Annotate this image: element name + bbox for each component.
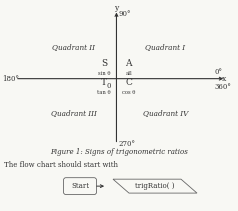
Text: S: S [101, 59, 107, 68]
Text: 0°: 0° [215, 68, 223, 76]
Text: trigRatio( ): trigRatio( ) [135, 182, 175, 190]
Text: tan θ: tan θ [98, 91, 111, 96]
Text: The flow chart should start with: The flow chart should start with [4, 161, 118, 169]
Text: Quadrant I: Quadrant I [145, 43, 185, 51]
Text: Figure 1: Signs of trigonometric ratios: Figure 1: Signs of trigonometric ratios [50, 148, 188, 156]
FancyBboxPatch shape [64, 178, 96, 195]
Text: Start: Start [71, 182, 89, 190]
Text: 180°: 180° [2, 75, 19, 83]
Polygon shape [113, 179, 197, 193]
Text: C: C [125, 78, 132, 87]
Text: cos θ: cos θ [122, 91, 135, 96]
Text: 270°: 270° [119, 140, 135, 148]
Text: 90°: 90° [119, 10, 131, 18]
Text: T: T [101, 78, 107, 87]
Text: sin θ: sin θ [98, 72, 110, 76]
Text: 0: 0 [107, 82, 111, 90]
Text: 360°: 360° [215, 83, 232, 91]
Text: Quadrant IV: Quadrant IV [143, 109, 188, 117]
Text: y: y [114, 4, 119, 12]
Text: Quadrant II: Quadrant II [52, 43, 95, 51]
Text: x: x [222, 75, 226, 83]
Text: Quadrant III: Quadrant III [51, 109, 97, 117]
Text: A: A [125, 59, 132, 68]
Text: all: all [125, 72, 132, 76]
